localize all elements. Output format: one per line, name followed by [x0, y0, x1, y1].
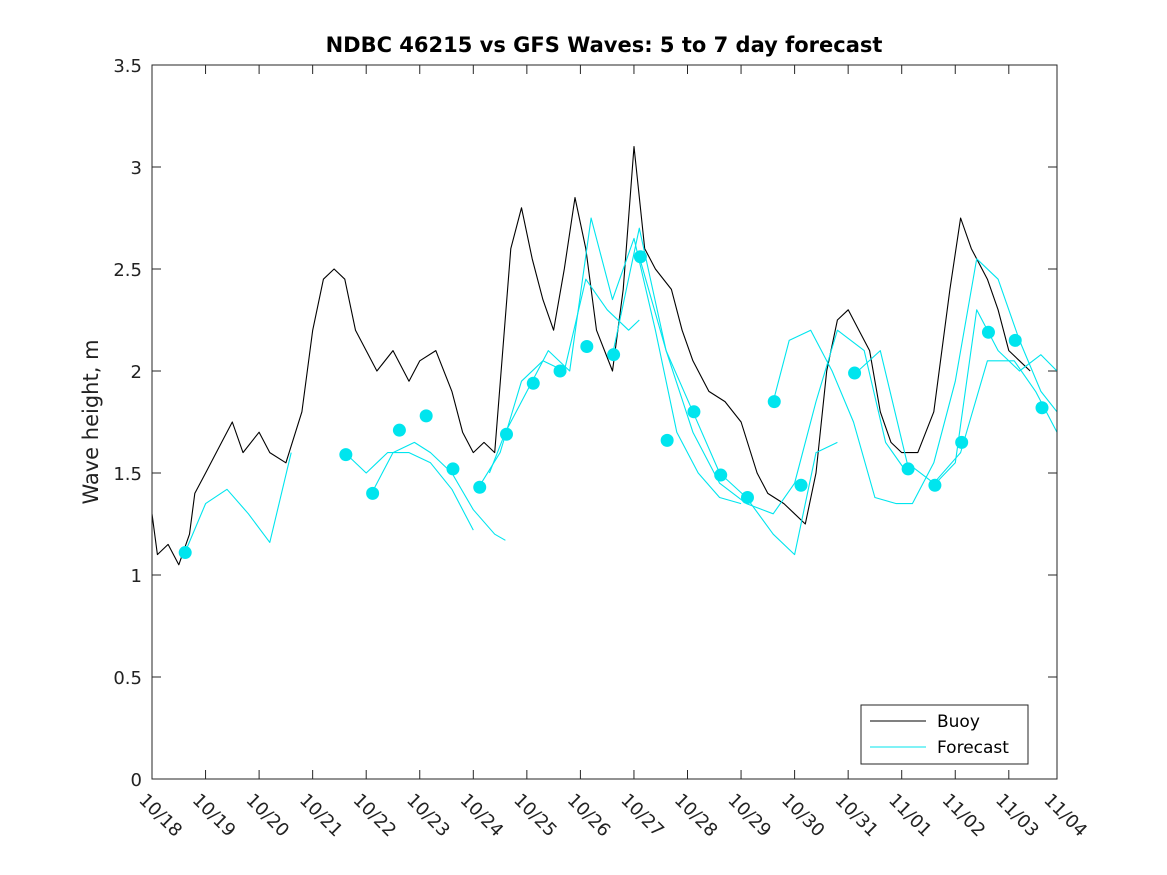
forecast-markers — [178, 250, 1049, 560]
forecast-marker — [473, 480, 487, 494]
forecast-marker — [714, 468, 728, 482]
forecast-marker — [446, 462, 460, 476]
plot-background — [152, 65, 1057, 779]
forecast-marker — [981, 325, 995, 339]
forecast-marker — [633, 250, 647, 264]
forecast-series-line-6 — [611, 227, 838, 556]
legend-box — [860, 704, 1029, 765]
forecast-series-line-8 — [772, 258, 1058, 505]
y-tick-label: 1 — [131, 566, 142, 587]
plot-frame — [151, 64, 1058, 780]
forecast-marker — [1008, 333, 1022, 347]
forecast-marker — [848, 366, 862, 380]
x-tick-label: 10/24 — [456, 790, 508, 842]
forecast-marker — [687, 405, 701, 419]
forecast-marker — [339, 448, 353, 462]
forecast-series-line-9 — [853, 350, 1058, 484]
x-tick-label: 10/19 — [188, 790, 240, 842]
x-tick-label: 10/22 — [349, 790, 401, 842]
forecast-series-line-2 — [344, 452, 474, 531]
axis-ticks — [151, 64, 1058, 780]
legend: Buoy Forecast — [860, 704, 1029, 765]
forecast-marker — [178, 546, 192, 560]
x-tick-label: 11/01 — [884, 790, 936, 842]
forecast-series-line-5 — [488, 217, 742, 505]
forecast-marker — [794, 478, 808, 492]
y-tick-label: 2.5 — [113, 260, 142, 281]
x-tick-label: 10/30 — [777, 790, 829, 842]
forecast-marker — [767, 395, 781, 409]
x-tick-label: 10/27 — [616, 790, 668, 842]
x-tick-label: 11/04 — [1039, 790, 1091, 842]
legend-forecast-label: Forecast — [937, 738, 1009, 758]
forecast-marker — [366, 486, 380, 500]
x-tick-label: 10/28 — [670, 790, 722, 842]
x-tick-label: 10/23 — [402, 790, 454, 842]
x-tick-label: 10/26 — [563, 790, 615, 842]
forecast-marker — [660, 433, 674, 447]
x-tick-label: 10/31 — [831, 790, 883, 842]
y-tick-label: 1.5 — [113, 464, 142, 485]
x-tick-label: 10/25 — [509, 790, 561, 842]
x-tick-label: 11/02 — [938, 790, 990, 842]
y-tick-label: 2 — [131, 362, 142, 383]
forecast-marker — [526, 376, 540, 390]
x-tick-label: 10/29 — [724, 790, 776, 842]
y-tick-label: 3 — [131, 158, 142, 179]
forecast-marker — [580, 340, 594, 354]
forecast-series-line-3 — [371, 441, 506, 541]
x-tick-label: 10/20 — [242, 790, 294, 842]
forecast-marker — [955, 435, 969, 449]
y-tick-label: 3.5 — [113, 56, 142, 77]
forecast-marker — [901, 462, 915, 476]
forecast-marker — [392, 423, 406, 437]
forecast-marker — [928, 478, 942, 492]
legend-buoy-label: Buoy — [937, 712, 980, 732]
forecast-marker — [740, 490, 754, 504]
forecast-series-line-7 — [638, 256, 908, 515]
x-tick-label: 10/21 — [295, 790, 347, 842]
x-tick-labels: 10/18 10/19 10/20 10/21 10/22 10/23 10/24 10/25… — [134, 790, 1091, 842]
forecast-marker — [500, 427, 514, 441]
y-tick-label: 0.5 — [113, 668, 142, 689]
y-tick-labels: 0 0.5 1 1.5 2 2.5 3 3.5 — [113, 56, 142, 791]
forecast-marker — [553, 364, 567, 378]
y-tick-label: 0 — [131, 770, 142, 791]
forecast-marker — [607, 348, 621, 362]
forecast-series-line-1 — [183, 452, 292, 555]
forecast-marker — [419, 409, 433, 423]
x-tick-label: 10/18 — [134, 790, 186, 842]
buoy-series-line — [151, 146, 1031, 566]
chart-title: NDBC 46215 vs GFS Waves: 5 to 7 day fore… — [326, 33, 883, 57]
forecast-series-line-10 — [933, 309, 1058, 486]
forecast-marker — [1035, 401, 1049, 415]
y-axis-label: Wave height, m — [79, 339, 103, 504]
x-tick-label: 11/03 — [991, 790, 1043, 842]
